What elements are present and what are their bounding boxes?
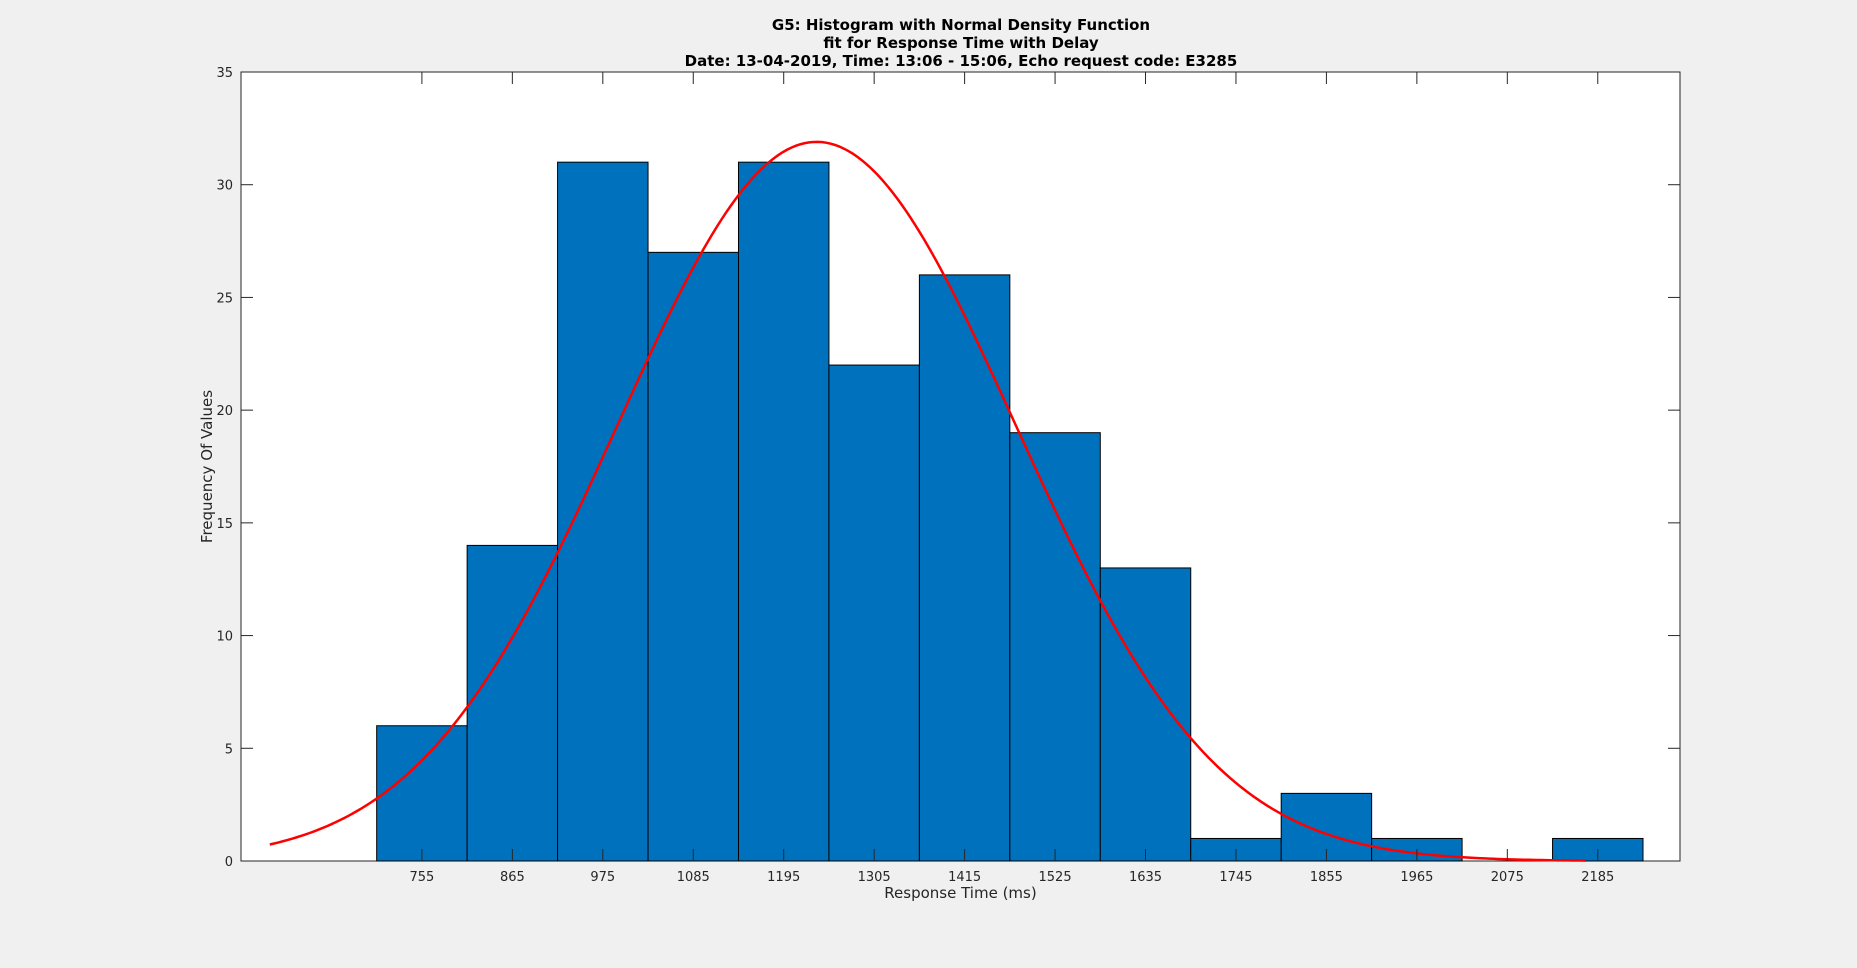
chart-title-line: fit for Response Time with Delay (823, 34, 1099, 52)
histogram-bar (918, 274, 1011, 862)
x-axis-label: Response Time (ms) (884, 884, 1036, 902)
x-tick-label: 1635 (1129, 870, 1162, 885)
y-tick-label: 25 (216, 291, 233, 306)
x-tick-label: 1855 (1310, 870, 1343, 885)
chart-title: G5: Histogram with Normal Density Functi… (685, 16, 1238, 70)
histogram-bar (647, 251, 739, 862)
y-tick-label: 35 (216, 66, 233, 81)
histogram-bar (828, 364, 920, 862)
axis-ticks (241, 71, 1680, 862)
y-tick-label: 0 (225, 855, 233, 870)
y-tick-label: 10 (216, 630, 233, 645)
histogram-bar (737, 161, 830, 862)
x-tick-label: 1745 (1219, 870, 1252, 885)
x-tick-label: 1965 (1400, 870, 1433, 885)
y-tick-labels: 0 5 10 15 20 25 30 35 (216, 66, 233, 870)
x-tick-labels: 755 865 975 1085 1195 1305 1415 1525 1635 1745 185… (409, 870, 1614, 885)
y-axis-label: Frequency Of Values (198, 390, 216, 543)
histogram-bar (376, 725, 468, 862)
y-tick-label: 5 (225, 742, 233, 757)
x-tick-label: 1305 (858, 870, 891, 885)
x-tick-label: 755 (409, 870, 434, 885)
histogram-bar (1099, 567, 1192, 862)
x-tick-label: 975 (590, 870, 615, 885)
histogram-bars (376, 161, 1644, 862)
chart-title-line: Date: 13-04-2019, Time: 13:06 - 15:06, E… (685, 52, 1238, 70)
x-tick-label: 1085 (677, 870, 710, 885)
histogram-bar (1009, 432, 1101, 862)
y-tick-label: 20 (216, 404, 233, 419)
histogram-bar (557, 161, 649, 862)
y-tick-label: 15 (216, 517, 233, 532)
x-tick-label: 1415 (948, 870, 981, 885)
y-tick-label: 30 (216, 179, 233, 194)
histogram-bar (466, 544, 559, 862)
x-tick-label: 865 (500, 870, 525, 885)
x-tick-label: 2075 (1491, 870, 1524, 885)
normal-fit-curve (269, 140, 1586, 862)
chart-title-line: G5: Histogram with Normal Density Functi… (772, 16, 1150, 34)
x-tick-label: 2185 (1581, 870, 1614, 885)
x-tick-label: 1195 (767, 870, 800, 885)
x-tick-label: 1525 (1039, 870, 1072, 885)
